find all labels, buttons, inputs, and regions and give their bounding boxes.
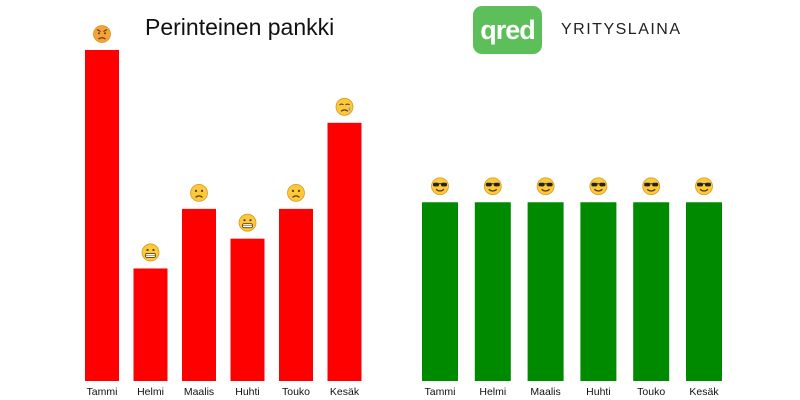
sunglasses-emoji-icon — [483, 177, 502, 196]
qred-tick-label: Kesäk — [689, 386, 719, 398]
qred-tick-label: Huhti — [586, 386, 611, 398]
chart-title-traditional-bank: Perinteinen pankki — [145, 14, 335, 40]
qred-bar-helmi — [474, 202, 511, 381]
qred-logo-text: qred — [480, 14, 536, 45]
sunglasses-emoji-icon — [536, 177, 555, 196]
qred-tick-label: Maalis — [530, 386, 560, 398]
qred-tick-label: Touko — [637, 386, 665, 398]
grimacing-emoji-icon — [141, 243, 160, 262]
sunglasses-emoji-icon — [695, 177, 713, 196]
qred-bar-huhti — [580, 202, 617, 381]
qred-bar-touko — [633, 202, 670, 381]
chart-title-business-loan: YRITYSLAINA — [561, 21, 682, 38]
qred-tick-label: Tammi — [425, 386, 456, 398]
traditional-tick-label: Touko — [282, 386, 310, 398]
qred-bar-tammi — [422, 202, 458, 381]
traditional-bar-touko — [279, 208, 313, 381]
traditional-bar-tammi — [85, 50, 119, 381]
qred-bar-maalis — [527, 202, 564, 381]
sunglasses-emoji-icon — [589, 177, 608, 196]
traditional-bar-maalis — [182, 208, 216, 381]
traditional-bar-kesäk — [327, 122, 362, 381]
traditional-tick-label: Helmi — [137, 386, 164, 398]
qred-bar-chart: Tammi Helmi Maalis Huhti Touko Kesäk — [422, 202, 722, 398]
qred-tick-label: Helmi — [479, 386, 506, 398]
grimacing-emoji-icon — [238, 213, 257, 232]
frowning-emoji-icon — [287, 183, 305, 202]
qred-bar-kesäk — [686, 202, 722, 381]
frowning-emoji-icon — [190, 183, 208, 202]
traditional-bar-chart: Tammi Helmi Maalis Huhti Touko Kesäk — [85, 50, 362, 398]
traditional-tick-label: Kesäk — [330, 386, 360, 398]
angry-emoji-icon — [93, 25, 111, 43]
traditional-tick-label: Maalis — [184, 386, 214, 398]
traditional-tick-label: Tammi — [87, 386, 118, 398]
traditional-bar-huhti — [230, 238, 265, 381]
sunglasses-emoji-icon — [431, 177, 449, 196]
sunglasses-emoji-icon — [642, 177, 661, 196]
qred-logo: qred — [473, 6, 542, 54]
traditional-tick-label: Huhti — [235, 386, 260, 398]
traditional-bar-helmi — [133, 268, 168, 381]
crying-emoji-icon — [335, 97, 354, 116]
